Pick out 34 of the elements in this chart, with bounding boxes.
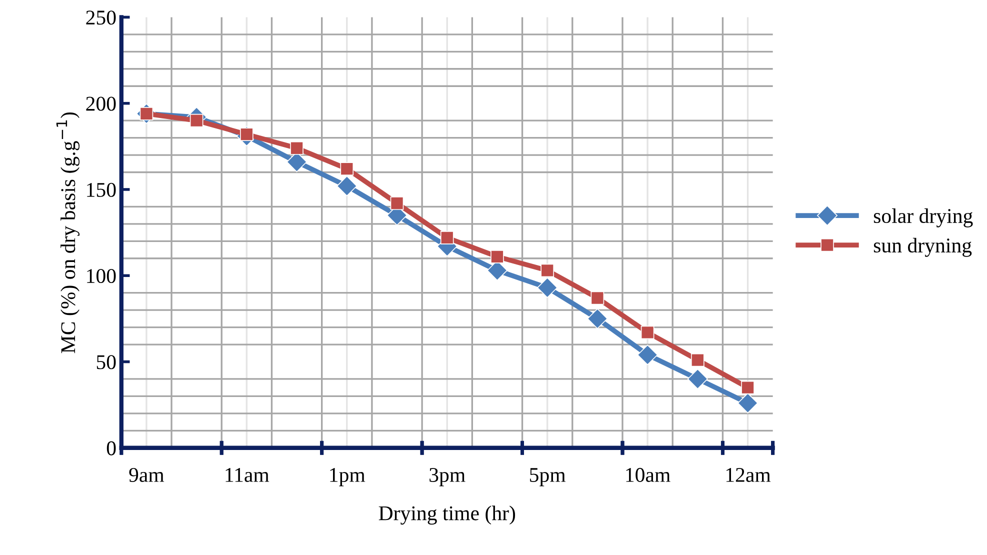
point <box>690 353 704 367</box>
point <box>741 380 754 394</box>
x-tick-label: 1pm <box>330 468 366 486</box>
x-tick-label: 3pm <box>430 468 466 486</box>
legend-label: solar drying <box>874 208 973 228</box>
point <box>336 176 358 196</box>
y-axis-title: MC (%) on dry basis (g.g$^{−1}$) <box>56 112 80 354</box>
x-tick-label: 11am <box>226 468 270 482</box>
legend-label: sun dryning <box>874 238 972 257</box>
y-tick-label: 250 <box>86 10 116 25</box>
point <box>440 231 454 244</box>
point <box>738 392 758 414</box>
point <box>587 308 608 329</box>
point <box>590 291 604 305</box>
x-tick-label: 12am <box>726 468 771 482</box>
x-tick-label: 5pm <box>530 468 566 486</box>
point <box>537 277 558 298</box>
point <box>637 344 658 366</box>
point <box>540 264 554 278</box>
point <box>290 141 304 155</box>
point <box>490 250 504 264</box>
y-tick-label: 200 <box>86 96 116 111</box>
y-tick-label: 150 <box>87 182 116 197</box>
point <box>340 162 354 176</box>
x-tick-label: 9am <box>129 468 164 482</box>
y-tick-label: 0 <box>106 441 116 456</box>
x-tick-label: 10am <box>626 468 670 482</box>
x-axis-title: Drying time (hr) <box>378 506 516 525</box>
point <box>687 368 708 390</box>
y-tick-label: 100 <box>87 268 116 284</box>
point <box>190 114 204 128</box>
point <box>390 196 404 210</box>
y-tick-label: 50 <box>96 355 116 370</box>
point <box>640 326 654 340</box>
